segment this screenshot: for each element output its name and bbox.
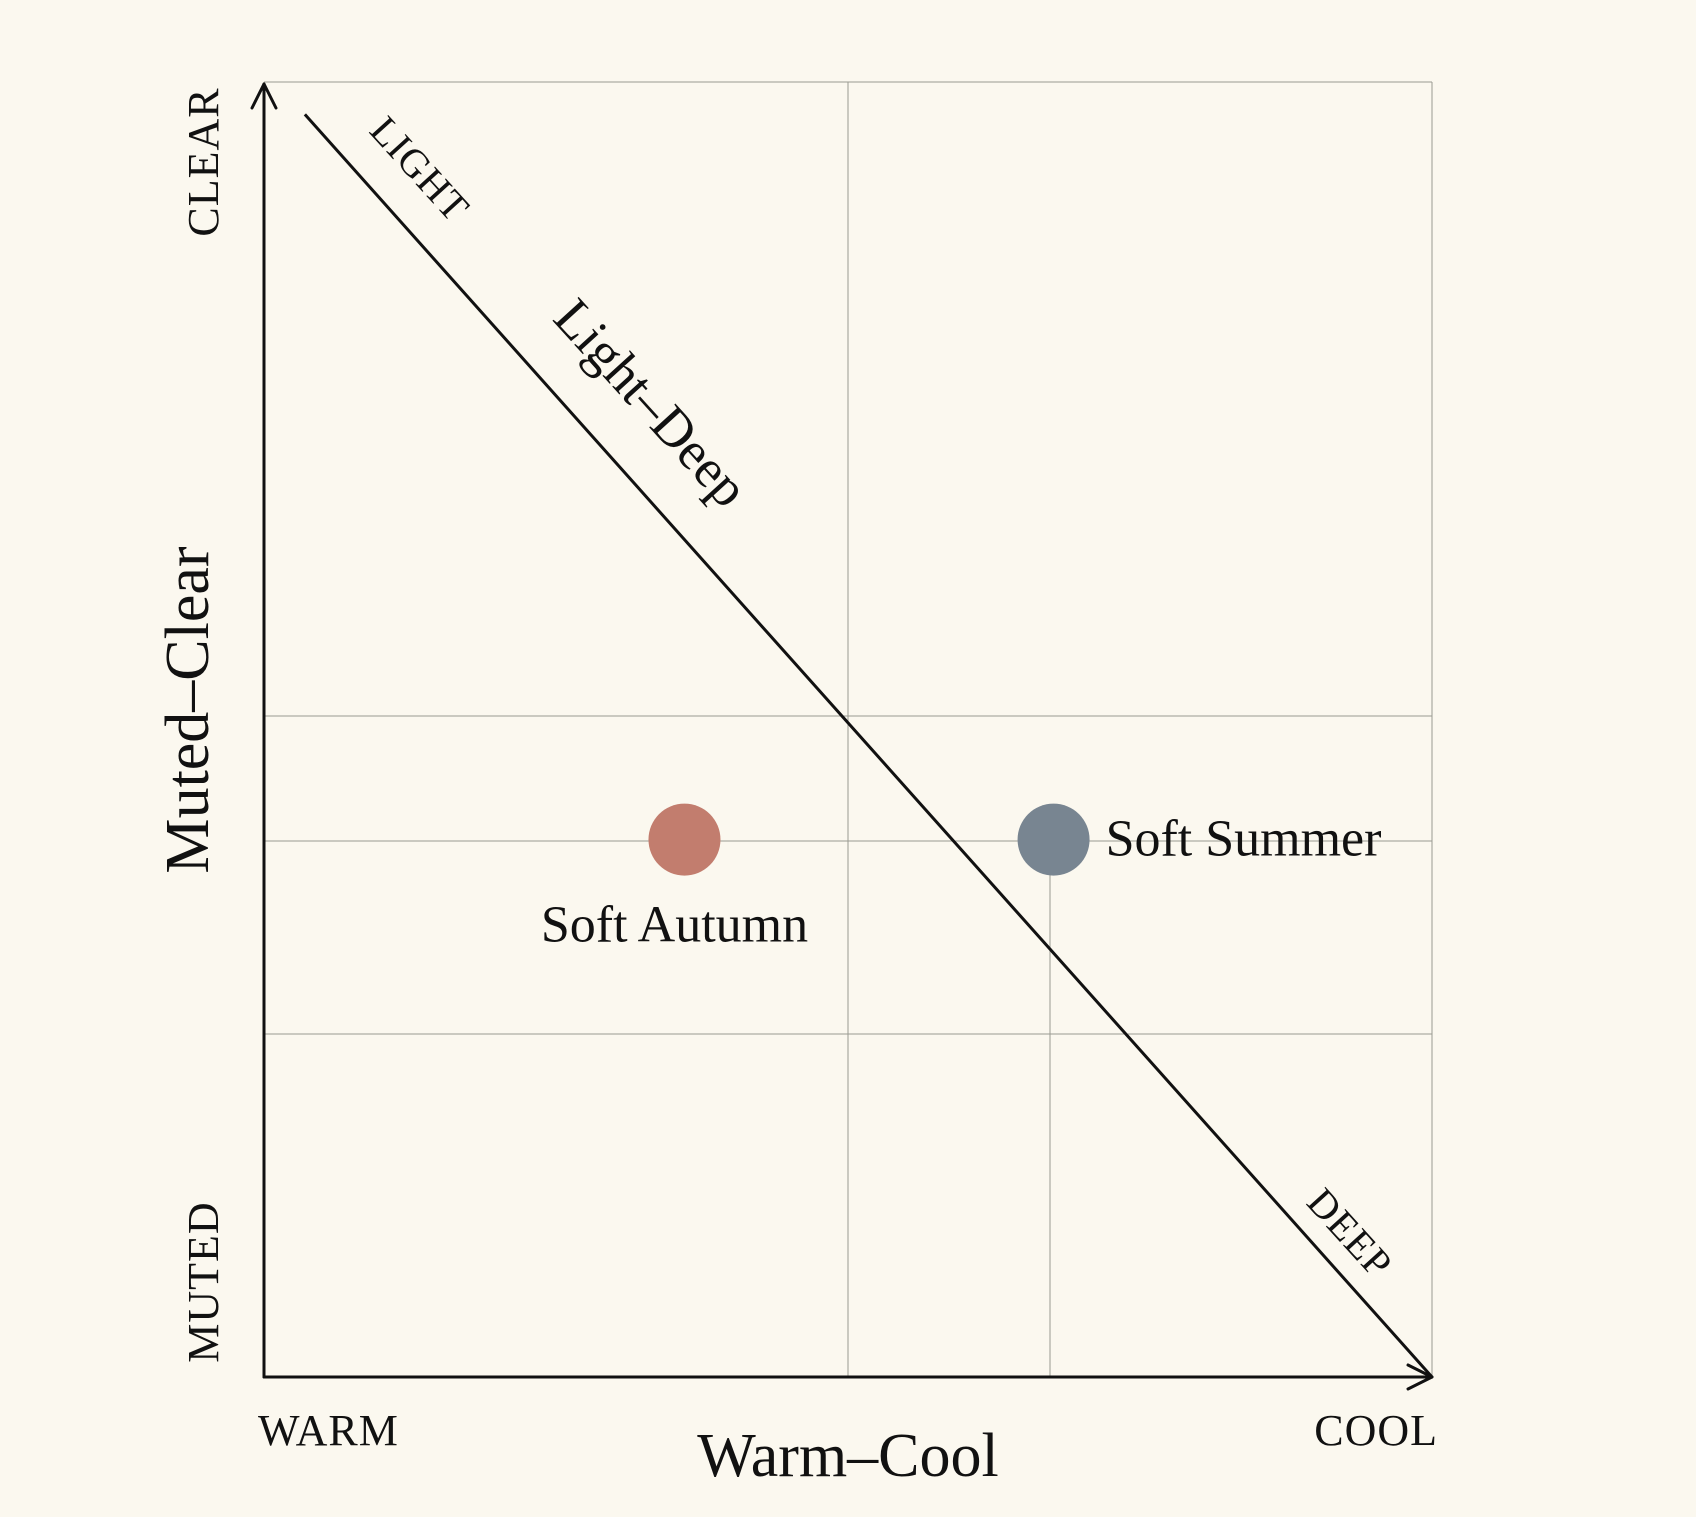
diagonal-start-label: LIGHT [361,108,478,231]
y-axis-arrowhead [250,82,278,110]
y-axis-max-label: CLEAR [179,87,228,236]
x-axis-arrowhead [1406,1363,1434,1391]
x-axis-max-label: COOL [1314,1406,1438,1455]
x-axis-min-label: WARM [258,1406,399,1455]
soft-summer-point [1017,803,1090,876]
soft-autumn-point [648,803,721,876]
x-axis-title: Warm–Cool [697,1422,999,1490]
soft-summer-label: Soft Summer [1106,811,1382,868]
diagonal-end-label: DEEP [1298,1179,1401,1286]
grid [264,81,1433,1377]
y-axis-min-label: MUTED [179,1201,228,1362]
diagonal-axis-title: Light–Deep [542,287,760,518]
light-deep-axis-line [303,113,1434,1378]
soft-autumn-label: Soft Autumn [541,897,808,954]
season-points: Soft Autumn Soft Summer [541,803,1382,954]
y-axis-title: Muted–Clear [154,546,222,873]
